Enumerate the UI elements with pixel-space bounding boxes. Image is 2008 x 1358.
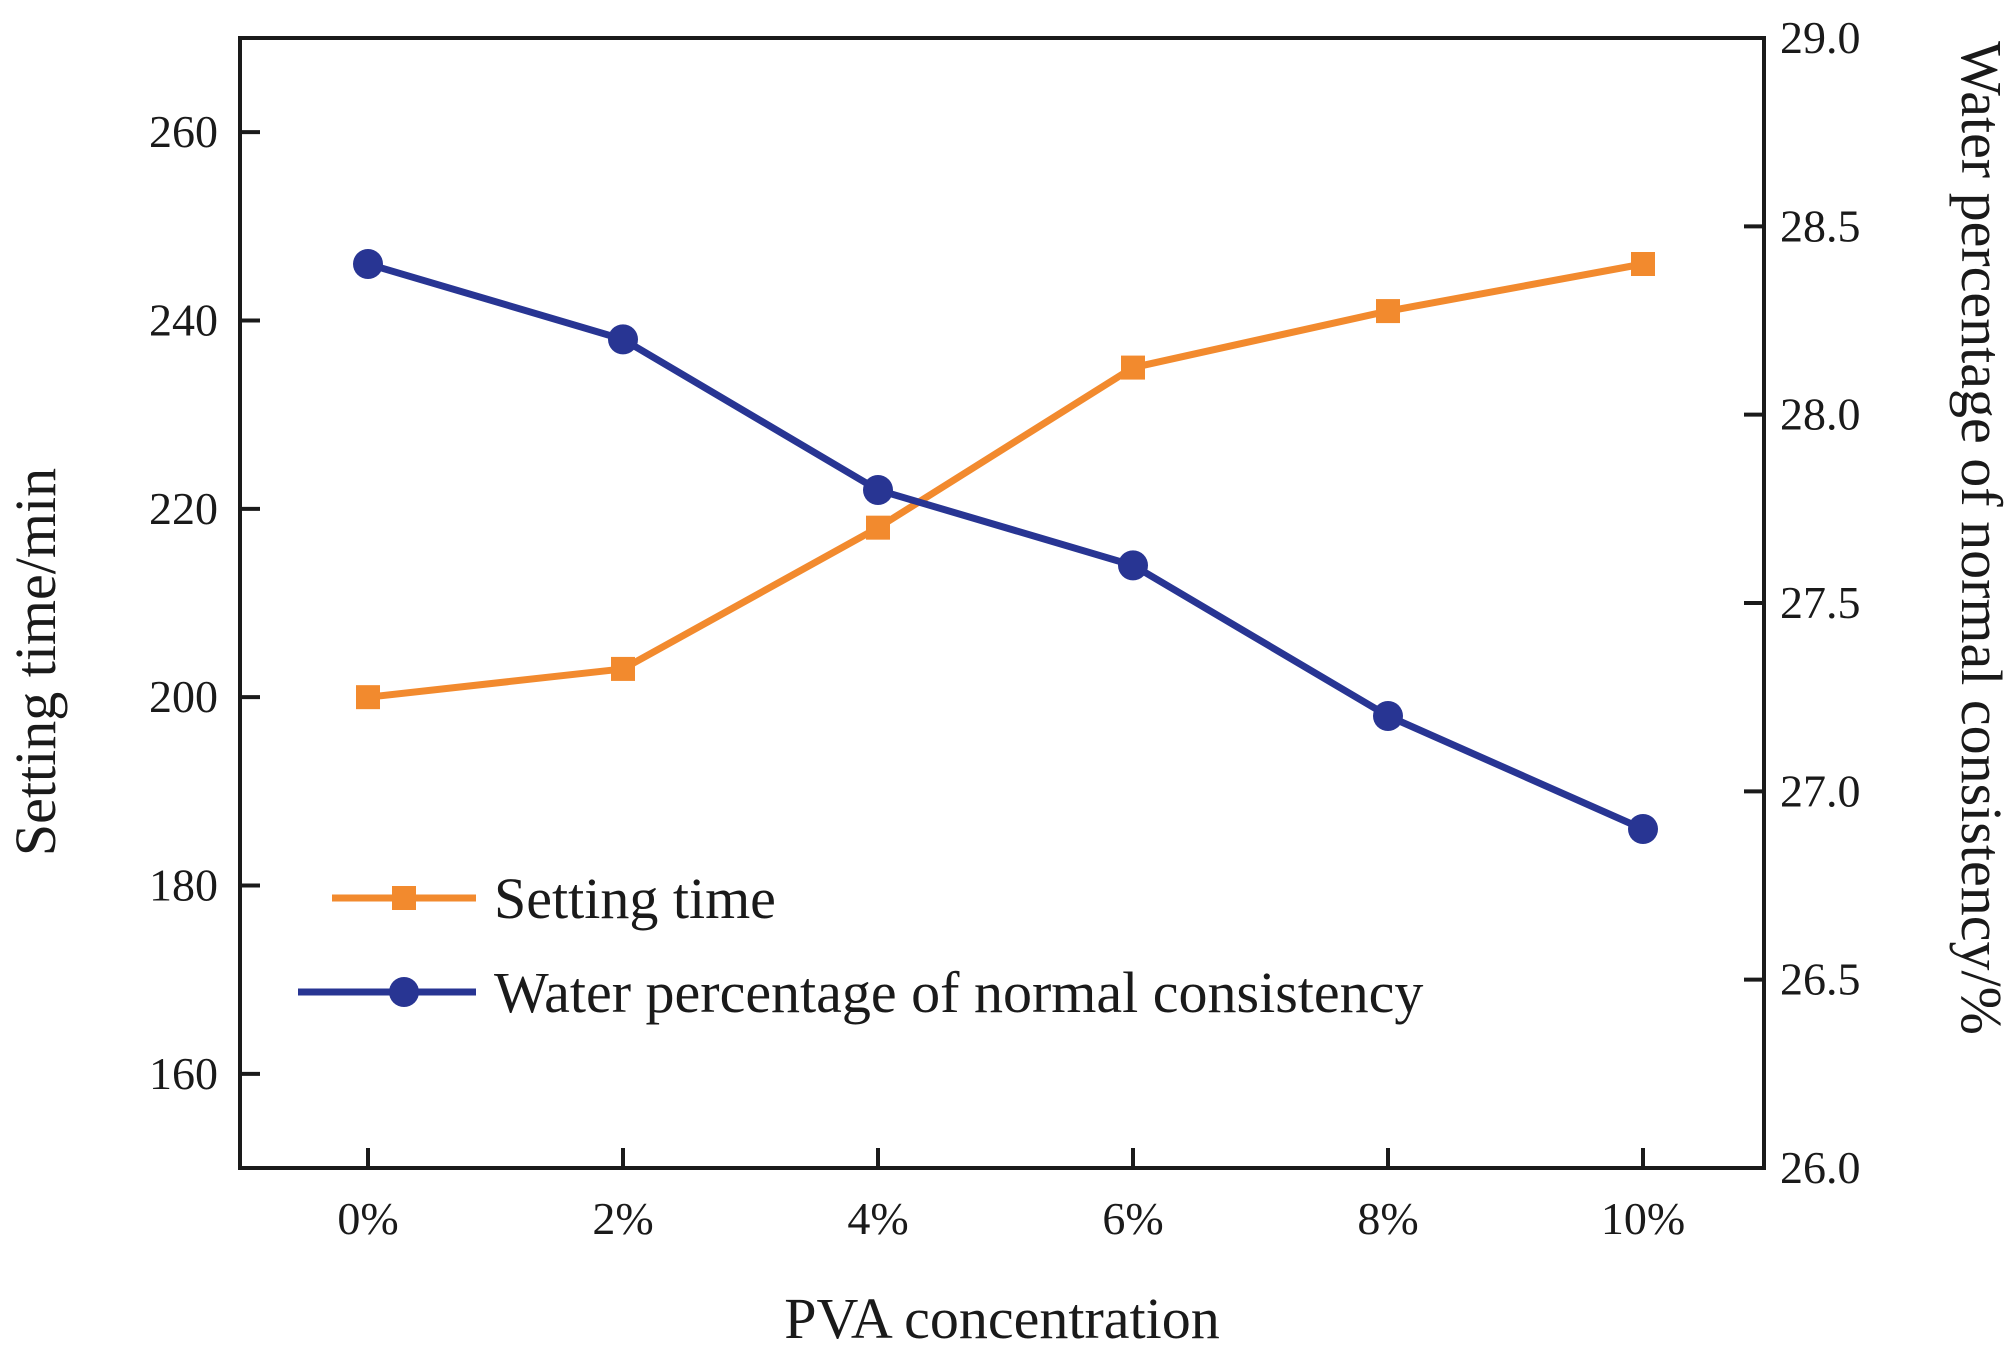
series-0-point [866, 515, 890, 540]
x-tick-label: 6% [1102, 1193, 1163, 1244]
right-tick-label: 27.5 [1780, 577, 1861, 628]
legend-label-setting-time: Setting time [494, 866, 776, 931]
left-tick-label: 160 [149, 1048, 218, 1099]
legend-marker-setting-time [392, 886, 416, 910]
series-0-point [1376, 299, 1400, 324]
left-axis-ticks: 160 180 200 220 240 260 [149, 106, 260, 1099]
series-1-point [608, 324, 638, 355]
series-line-0 [367, 260, 1644, 701]
right-tick-label: 28.0 [1780, 389, 1861, 440]
left-tick-label: 220 [149, 483, 218, 534]
left-tick-label: 240 [149, 295, 218, 346]
x-tick-label: 10% [1601, 1193, 1685, 1244]
series-0-point [611, 656, 635, 681]
series-layer [353, 249, 1658, 844]
x-axis-ticks: 0% 2% 4% 6% 8% 10% [337, 1148, 1685, 1244]
series-1-point [1373, 701, 1403, 731]
right-tick-label: 27.0 [1780, 765, 1861, 816]
series-1-point [1118, 550, 1148, 581]
x-tick-label: 0% [337, 1193, 398, 1244]
x-tick-label: 8% [1357, 1193, 1418, 1244]
series-0-point [356, 685, 380, 710]
x-tick-label: 2% [592, 1193, 653, 1244]
series-1-point [1628, 814, 1658, 844]
right-axis-title: Water percentage of normal consistency/% [1949, 41, 2008, 1035]
left-tick-label: 260 [149, 106, 218, 157]
series-1-point [863, 475, 893, 505]
left-axis-title: Setting time/min [3, 468, 68, 856]
series-0-point [1631, 252, 1655, 276]
series-0-point [1121, 355, 1145, 380]
legend-marker-water-percentage [389, 977, 419, 1007]
left-tick-label: 180 [149, 860, 218, 911]
left-tick-label: 200 [149, 671, 218, 722]
right-axis-ticks: 26.0 26.5 27.0 27.5 28.0 28.5 29.0 [1744, 12, 1861, 1193]
legend: Setting time Water percentage of normal … [298, 866, 1423, 1025]
legend-label-water-percentage: Water percentage of normal consistency [494, 960, 1423, 1025]
right-tick-label: 26.5 [1780, 954, 1861, 1005]
x-axis-title: PVA concentration [784, 1286, 1219, 1351]
series-1-point [353, 249, 383, 279]
right-tick-label: 26.0 [1780, 1142, 1861, 1193]
right-tick-label: 28.5 [1780, 200, 1861, 251]
right-tick-label: 29.0 [1780, 12, 1861, 63]
series-line-1 [367, 260, 1645, 833]
x-tick-label: 4% [847, 1193, 908, 1244]
